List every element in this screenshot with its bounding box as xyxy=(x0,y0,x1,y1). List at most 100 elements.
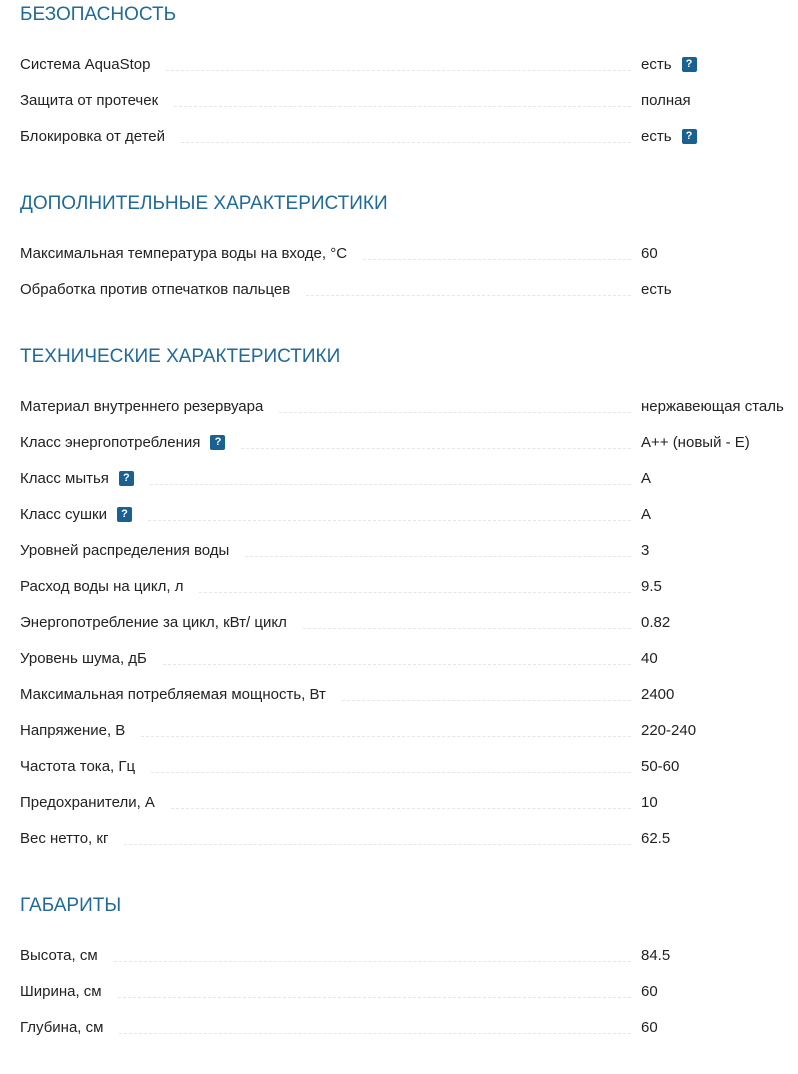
spec-label: Частота тока, Гц xyxy=(20,757,136,775)
spec-section: ТЕХНИЧЕСКИЕ ХАРАКТЕРИСТИКИ Материал внутр… xyxy=(20,342,798,856)
spec-label-cell: Вес нетто, кг xyxy=(20,830,108,847)
dotted-leader xyxy=(306,294,631,296)
spec-label: Блокировка от детей xyxy=(20,127,166,145)
spec-value-cell: 220-240 xyxy=(641,722,798,739)
spec-row: Класс сушки? A xyxy=(20,496,798,532)
dotted-leader xyxy=(117,996,631,998)
dotted-leader xyxy=(181,141,631,143)
spec-row: Уровней распределения воды 3 xyxy=(20,532,798,568)
spec-label-cell: Ширина, см xyxy=(20,983,102,1000)
dotted-leader xyxy=(124,843,631,845)
spec-value: есть xyxy=(641,127,672,145)
spec-label-cell: Максимальная потребляемая мощность, Вт xyxy=(20,686,326,703)
spec-section: БЕЗОПАСНОСТЬ Система AquaStop есть? Защита … xyxy=(20,0,798,154)
spec-row: Уровень шума, дБ 40 xyxy=(20,640,798,676)
dotted-leader xyxy=(141,735,631,737)
spec-label: Обработка против отпечатков пальцев xyxy=(20,280,291,298)
spec-row: Частота тока, Гц 50-60 xyxy=(20,748,798,784)
help-question-icon[interactable]: ? xyxy=(210,434,226,450)
spec-label-cell: Расход воды на цикл, л xyxy=(20,578,183,595)
spec-label: Высота, см xyxy=(20,946,98,964)
spec-value-cell: A++ (новый - E) xyxy=(641,434,798,451)
spec-label: Класс мытья xyxy=(20,469,109,487)
help-question-icon[interactable]: ? xyxy=(681,128,697,144)
dotted-leader xyxy=(162,663,631,665)
spec-value: 60 xyxy=(641,244,658,262)
spec-label-cell: Материал внутреннего резервуара xyxy=(20,398,263,415)
spec-value-cell: A xyxy=(641,470,798,487)
spec-value: 60 xyxy=(641,1018,658,1036)
spec-value: A xyxy=(641,469,652,487)
spec-row: Энергопотребление за цикл, кВт/ цикл 0.82 xyxy=(20,604,798,640)
spec-value: полная xyxy=(641,91,691,109)
spec-value: 84.5 xyxy=(641,946,671,964)
spec-label-cell: Предохранители, А xyxy=(20,794,155,811)
spec-label: Защита от протечек xyxy=(20,91,159,109)
spec-label: Класс энергопотребления xyxy=(20,433,201,451)
spec-value: 40 xyxy=(641,649,658,667)
spec-label: Вес нетто, кг xyxy=(20,829,109,847)
spec-label-cell: Защита от протечек xyxy=(20,92,158,109)
spec-value-cell: 60 xyxy=(641,983,798,1000)
dotted-leader xyxy=(166,69,631,71)
spec-value-cell: 84.5 xyxy=(641,947,798,964)
dotted-leader xyxy=(363,258,631,260)
section-title: ТЕХНИЧЕСКИЕ ХАРАКТЕРИСТИКИ xyxy=(20,346,341,367)
spec-value: 62.5 xyxy=(641,829,671,847)
help-question-icon[interactable]: ? xyxy=(116,506,132,522)
spec-section: ДОПОЛНИТЕЛЬНЫЕ ХАРАКТЕРИСТИКИ Максимальна… xyxy=(20,189,798,307)
spec-label-cell: Обработка против отпечатков пальцев xyxy=(20,281,290,298)
spec-row: Класс энергопотребления? A++ (новый - E) xyxy=(20,424,798,460)
spec-value: 3 xyxy=(641,541,650,559)
spec-label-cell: Система AquaStop xyxy=(20,56,150,73)
specs-list: БЕЗОПАСНОСТЬ Система AquaStop есть? Защита … xyxy=(20,0,798,1045)
spec-label: Глубина, см xyxy=(20,1018,104,1036)
spec-value: есть xyxy=(641,280,672,298)
help-question-icon[interactable]: ? xyxy=(681,56,697,72)
spec-row: Класс мытья? A xyxy=(20,460,798,496)
spec-row: Высота, см 84.5 xyxy=(20,937,798,973)
spec-label-cell: Уровней распределения воды xyxy=(20,542,229,559)
spec-value-cell: 9.5 xyxy=(641,578,798,595)
spec-label-cell: Напряжение, В xyxy=(20,722,125,739)
spec-value: нержавеющая сталь xyxy=(641,397,784,415)
spec-row: Материал внутреннего резервуара нержавеющ… xyxy=(20,388,798,424)
dotted-leader xyxy=(199,591,631,593)
spec-row: Максимальная температура воды на входе, … xyxy=(20,235,798,271)
spec-label: Система AquaStop xyxy=(20,55,151,73)
spec-label-cell: Высота, см xyxy=(20,947,98,964)
spec-row: Блокировка от детей есть? xyxy=(20,118,798,154)
section-title: БЕЗОПАСНОСТЬ xyxy=(20,4,177,25)
spec-value: A xyxy=(641,505,652,523)
spec-label: Максимальная потребляемая мощность, Вт xyxy=(20,685,326,703)
spec-value: 9.5 xyxy=(641,577,662,595)
spec-row: Система AquaStop есть? xyxy=(20,46,798,82)
spec-value-cell: 62.5 xyxy=(641,830,798,847)
section-title: ДОПОЛНИТЕЛЬНЫЕ ХАРАКТЕРИСТИКИ xyxy=(20,193,388,214)
spec-value: 60 xyxy=(641,982,658,1000)
spec-value-cell: 60 xyxy=(641,1019,798,1036)
spec-label-cell: Максимальная температура воды на входе, … xyxy=(20,245,347,262)
spec-value-cell: 0.82 xyxy=(641,614,798,631)
spec-label-cell: Класс мытья? xyxy=(20,470,134,487)
help-question-icon[interactable]: ? xyxy=(118,470,134,486)
dotted-leader xyxy=(151,771,631,773)
dotted-leader xyxy=(174,105,631,107)
spec-row: Предохранители, А 10 xyxy=(20,784,798,820)
dotted-leader xyxy=(241,447,631,449)
spec-value: есть xyxy=(641,55,672,73)
spec-value: 0.82 xyxy=(641,613,671,631)
spec-value-cell: есть? xyxy=(641,56,798,73)
spec-label: Уровень шума, дБ xyxy=(20,649,147,667)
spec-row: Напряжение, В 220-240 xyxy=(20,712,798,748)
spec-value: 220-240 xyxy=(641,721,697,739)
spec-value-cell: есть xyxy=(641,281,798,298)
spec-label: Максимальная температура воды на входе, … xyxy=(20,244,348,262)
spec-label-cell: Класс энергопотребления? xyxy=(20,433,226,451)
spec-label-cell: Глубина, см xyxy=(20,1019,103,1036)
spec-label-cell: Энергопотребление за цикл, кВт/ цикл xyxy=(20,614,287,631)
spec-value-cell: 2400 xyxy=(641,686,798,703)
spec-section: ГАБАРИТЫ Высота, см 84.5 Ширина, см 60 Глубин… xyxy=(20,891,798,1045)
spec-value-cell: 50-60 xyxy=(641,758,798,775)
spec-label-cell: Блокировка от детей xyxy=(20,128,165,145)
